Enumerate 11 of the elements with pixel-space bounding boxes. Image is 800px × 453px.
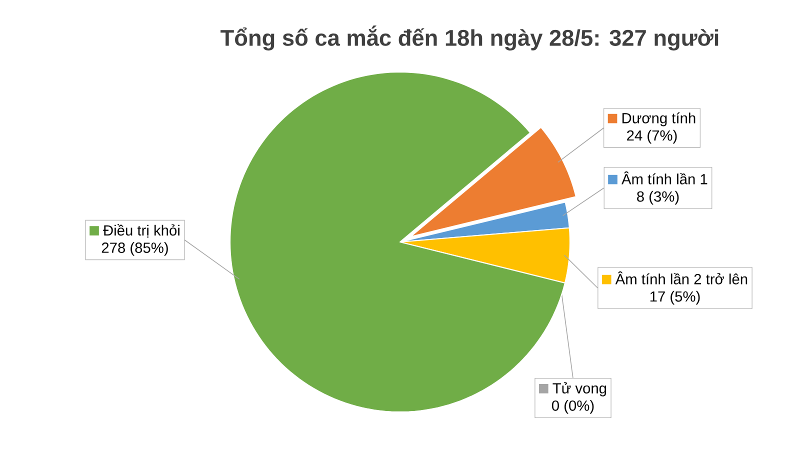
legend-label: Dương tính [622,112,696,126]
text: 0 (0%) [552,400,594,414]
legend-label: Âm tính lần 2 trở lên [615,271,748,284]
legend-label: Điều trị khỏi [103,224,180,238]
data-label: 8 (3%) [637,190,679,205]
chart-title: Tổng số ca mắc đến 18h ngày 28/5: 327 người [220,26,718,50]
data-label: 24 (7%) [627,130,677,144]
legend-label: Tử vong [552,382,606,396]
data-label: 17 (5%) [650,290,700,305]
legend-label: Âm tính lần 1 [622,171,708,184]
data-label: 278 (85%) [102,242,168,256]
